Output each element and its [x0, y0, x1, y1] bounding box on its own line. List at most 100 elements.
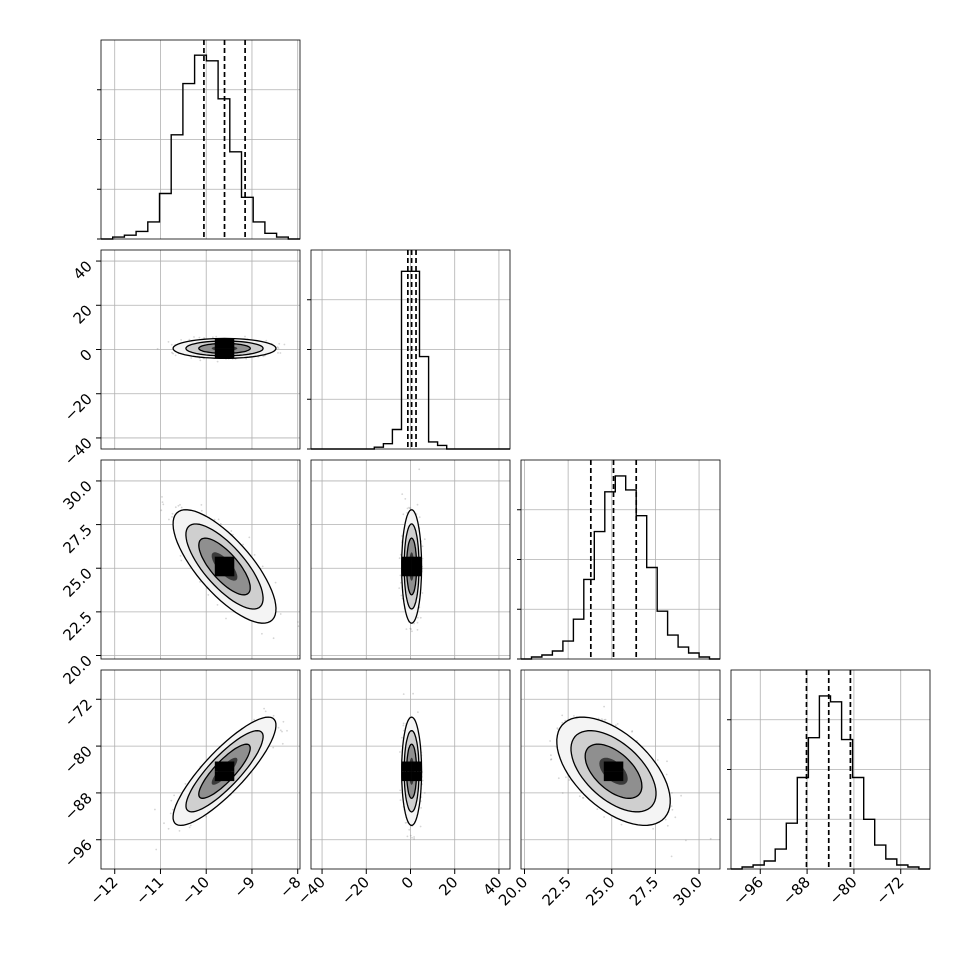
scatter-point	[418, 468, 420, 470]
scatter-point	[275, 582, 277, 584]
scatter-point	[160, 509, 162, 511]
scatter-point	[277, 352, 279, 354]
scatter-point	[162, 501, 164, 503]
scatter-point	[189, 339, 191, 341]
density-cell	[215, 557, 225, 567]
scatter-point	[230, 530, 232, 532]
scatter-point	[217, 361, 219, 363]
scatter-point	[297, 621, 299, 623]
scatter-point	[179, 830, 181, 832]
scatter-point	[163, 822, 165, 824]
scatter-point	[403, 723, 405, 725]
scatter-point	[407, 508, 409, 510]
scatter-point	[685, 840, 687, 842]
scatter-point	[154, 809, 156, 811]
scatter-point	[161, 496, 163, 498]
scatter-point	[402, 513, 404, 515]
scatter-point	[666, 760, 668, 762]
scatter-point	[422, 592, 424, 594]
hist-panel-0	[101, 40, 300, 239]
scatter-point	[417, 622, 419, 624]
scatter-point	[218, 519, 220, 521]
scatter-point	[283, 721, 285, 723]
scatter-point	[652, 828, 654, 830]
density-cell	[215, 771, 225, 781]
scatter-point	[155, 849, 157, 851]
scatter-point	[199, 337, 201, 339]
scatter-point	[424, 792, 426, 794]
scatter-point	[413, 838, 415, 840]
scatter-point	[180, 560, 182, 562]
scatter-point	[601, 718, 603, 720]
scatter-point	[406, 628, 408, 630]
scatter-point	[189, 827, 191, 829]
density-cell	[215, 762, 225, 772]
pair-panel-2-3	[521, 670, 720, 869]
scatter-point	[420, 617, 422, 619]
scatter-point	[248, 537, 250, 539]
scatter-point	[419, 516, 421, 518]
scatter-point	[401, 737, 403, 739]
scatter-point	[408, 829, 410, 831]
scatter-point	[278, 347, 280, 349]
scatter-point	[199, 581, 201, 583]
scatter-point	[180, 555, 182, 557]
scatter-point	[212, 336, 214, 338]
scatter-point	[172, 513, 174, 515]
scatter-point	[604, 719, 606, 721]
scatter-point	[185, 783, 187, 785]
scatter-point	[401, 493, 403, 495]
scatter-point	[413, 836, 415, 838]
pair-panel-0-1	[101, 250, 300, 449]
pair-panel-0-2	[101, 460, 300, 659]
scatter-point	[280, 352, 282, 354]
scatter-point	[282, 743, 284, 745]
scatter-point	[193, 336, 195, 338]
scatter-point	[407, 836, 409, 838]
scatter-point	[171, 516, 173, 518]
scatter-point	[286, 730, 288, 732]
scatter-point	[170, 800, 172, 802]
scatter-point	[410, 628, 412, 630]
density-cell	[225, 762, 235, 772]
scatter-point	[411, 837, 413, 839]
scatter-point	[412, 693, 414, 695]
density-cell	[225, 557, 235, 567]
scatter-point	[417, 617, 419, 619]
scatter-point	[404, 498, 406, 500]
scatter-point	[178, 505, 180, 507]
scatter-point	[410, 507, 412, 509]
scatter-point	[171, 352, 173, 354]
scatter-point	[399, 557, 401, 559]
scatter-point	[680, 795, 682, 797]
density-cell	[215, 567, 225, 577]
scatter-point	[420, 826, 422, 828]
scatter-point	[201, 504, 203, 506]
scatter-point	[411, 630, 413, 632]
scatter-point	[621, 824, 623, 826]
scatter-point	[265, 711, 267, 713]
scatter-point	[244, 336, 246, 338]
scatter-point	[168, 341, 170, 343]
scatter-point	[280, 613, 282, 615]
scatter-point	[273, 637, 275, 639]
scatter-point	[190, 825, 192, 827]
scatter-point	[422, 780, 424, 782]
scatter-point	[217, 604, 219, 606]
scatter-point	[672, 809, 674, 811]
pair-panel-0-3	[101, 670, 300, 869]
scatter-point	[190, 357, 192, 359]
scatter-point	[417, 711, 419, 713]
scatter-point	[582, 797, 584, 799]
scatter-point	[199, 360, 201, 362]
scatter-point	[171, 344, 173, 346]
scatter-point	[398, 587, 400, 589]
scatter-point	[417, 629, 419, 631]
hist-panel-1	[311, 250, 510, 449]
scatter-point	[280, 729, 282, 731]
scatter-point	[253, 719, 255, 721]
hist-panel-2	[521, 460, 720, 659]
scatter-point	[420, 807, 422, 809]
scatter-point	[215, 336, 217, 338]
